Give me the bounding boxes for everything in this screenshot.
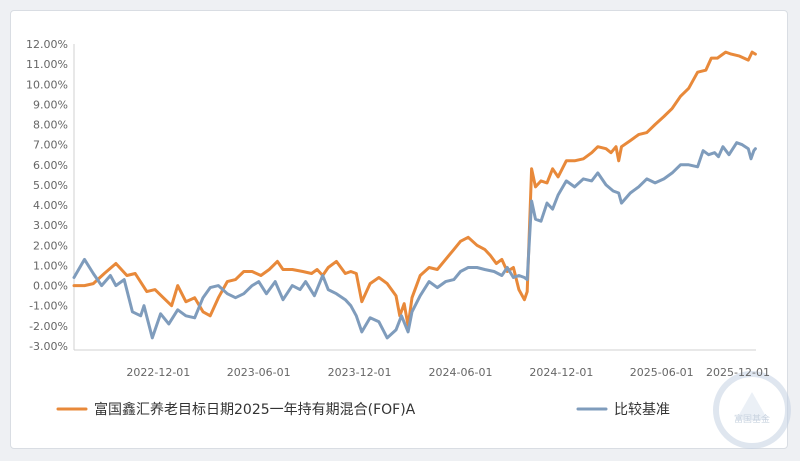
y-tick-label: 1.00% xyxy=(33,259,68,272)
y-tick-label: 7.00% xyxy=(33,139,68,152)
x-tick-label: 2024-06-01 xyxy=(429,366,493,379)
watermark-logo: 富国基金 xyxy=(713,371,791,449)
watermark-mark xyxy=(736,392,768,420)
y-tick-label: 2.00% xyxy=(33,239,68,252)
chart-card xyxy=(10,10,788,449)
x-tick-label: 2023-12-01 xyxy=(328,366,392,379)
y-tick-label: -1.00% xyxy=(29,300,68,313)
y-tick-label: -2.00% xyxy=(29,320,68,333)
y-tick-label: 4.00% xyxy=(33,199,68,212)
x-tick-label: 2025-12-01 xyxy=(706,366,770,379)
y-tick-label: 8.00% xyxy=(33,119,68,132)
y-tick-label: 10.00% xyxy=(26,78,68,91)
y-tick-label: 5.00% xyxy=(33,179,68,192)
series-line-1 xyxy=(72,50,757,328)
y-tick-label: 9.00% xyxy=(33,98,68,111)
axes: 12.00% 11.00% 10.00% 9.00% 8.00% 7.00% 6.00% 5.… xyxy=(26,38,770,379)
y-tick-label: 0.00% xyxy=(33,280,68,293)
series-line-2 xyxy=(72,141,757,340)
x-tick-label: 2023-06-01 xyxy=(227,366,291,379)
y-tick-label: 12.00% xyxy=(26,38,68,51)
y-tick-label: 11.00% xyxy=(26,58,68,71)
y-tick-label: -3.00% xyxy=(29,340,68,353)
legend-label-1: 富国鑫汇养老目标日期2025一年持有期混合(FOF)A xyxy=(94,401,416,418)
y-tick-label: 6.00% xyxy=(33,159,68,172)
watermark-ring xyxy=(713,371,791,449)
x-tick-label: 2024-12-01 xyxy=(529,366,593,379)
x-tick-label: 2025-06-01 xyxy=(630,366,694,379)
series-group xyxy=(72,50,757,340)
y-tick-label: 3.00% xyxy=(33,219,68,232)
watermark-text: 富国基金 xyxy=(734,413,770,425)
legend: 富国鑫汇养老目标日期2025一年持有期混合(FOF)A 比较基准 xyxy=(56,401,670,418)
legend-label-2: 比较基准 xyxy=(614,401,670,418)
x-tick-label: 2022-12-01 xyxy=(126,366,190,379)
